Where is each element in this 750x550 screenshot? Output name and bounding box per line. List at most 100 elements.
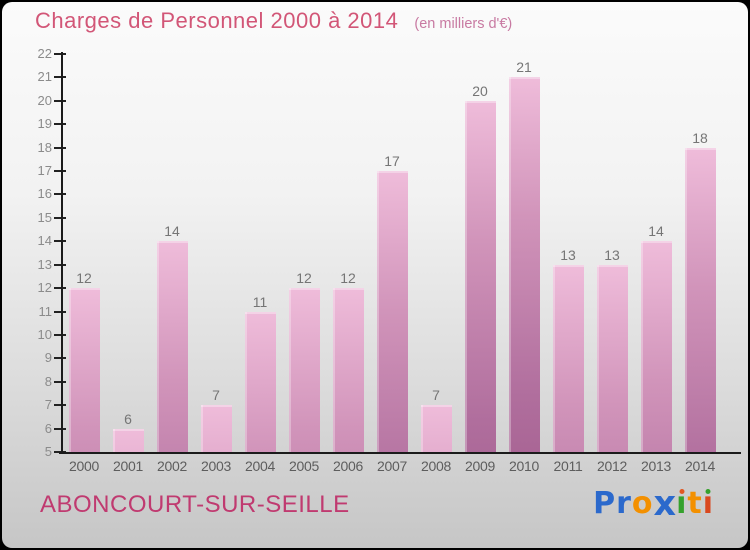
y-tick-mark	[54, 287, 66, 290]
y-tick-mark	[54, 53, 66, 55]
bar-slot: 13	[590, 54, 634, 452]
chart-subtitle: (en milliers d'€)	[414, 16, 513, 32]
x-tick-label: 2007	[377, 458, 407, 474]
bar-slot: 13	[546, 54, 590, 452]
x-tick-label: 2005	[289, 458, 319, 474]
bar-2003	[200, 405, 232, 452]
bar-2011	[552, 264, 584, 452]
y-tick-label: 20	[37, 92, 52, 108]
y-tick-label: 6	[44, 420, 52, 436]
bar-2009	[464, 100, 496, 452]
logo-letter: P	[593, 486, 617, 521]
chart-header: Charges de Personnel 2000 à 2014 (en mil…	[35, 8, 512, 34]
logo-letter: ı	[702, 486, 714, 521]
bar-2005	[288, 288, 320, 452]
y-tick-label: 9	[44, 350, 52, 366]
y-tick-mark	[54, 216, 66, 219]
bar-value-label: 21	[516, 59, 532, 76]
bar-2012	[596, 264, 628, 452]
x-tick-label: 2000	[69, 458, 99, 474]
bar-value-label: 6	[124, 410, 132, 427]
y-tick-label: 5	[44, 444, 52, 459]
y-tick-mark	[54, 240, 66, 243]
bar-2001	[112, 428, 144, 452]
bar-value-label: 18	[692, 129, 708, 146]
bar-slot: 12	[326, 54, 370, 452]
bar-value-label: 17	[384, 153, 400, 170]
bar-slot: 18	[678, 54, 722, 452]
y-tick-mark	[54, 193, 66, 196]
bar-2004	[244, 311, 276, 452]
x-tick-label: 2010	[509, 458, 539, 474]
bar-2006	[332, 288, 364, 452]
y-tick-mark	[54, 99, 66, 102]
bar-value-label: 12	[76, 270, 92, 287]
bar-2002	[156, 241, 188, 452]
y-tick-mark	[54, 170, 66, 173]
location-label: ABONCOURT-SUR-SEILLE	[40, 491, 350, 518]
bar-slot: 14	[150, 54, 194, 452]
y-tick-label: 21	[37, 69, 52, 85]
bar-slot: 14	[634, 54, 678, 452]
x-axis-line	[59, 452, 741, 454]
bar-2007	[376, 171, 408, 452]
bar-slot: 6	[106, 54, 150, 452]
y-tick-label: 8	[44, 373, 52, 389]
x-tick-label: 2014	[685, 458, 715, 474]
x-tick-label: 2011	[553, 458, 583, 474]
y-tick-label: 13	[37, 256, 52, 272]
bar-2008	[420, 405, 452, 452]
bar-value-label: 13	[604, 246, 620, 263]
x-tick-label: 2004	[245, 458, 275, 474]
y-tick-label: 22	[37, 46, 52, 61]
y-tick-mark	[54, 333, 66, 336]
y-tick-mark	[54, 123, 66, 126]
bar-value-label: 14	[164, 223, 180, 240]
y-tick-label: 12	[37, 280, 52, 296]
bar-slot: 11	[238, 54, 282, 452]
y-tick-label: 7	[44, 397, 52, 413]
y-tick-label: 15	[37, 209, 52, 225]
bar-slot: 17	[370, 54, 414, 452]
y-tick-label: 17	[37, 163, 52, 179]
x-tick-label: 2002	[157, 458, 187, 474]
bar-value-label: 12	[296, 270, 312, 287]
proxiti-logo[interactable]: Proxı tı	[593, 485, 714, 523]
logo-i-dot	[705, 489, 711, 494]
logo-letter: x	[653, 484, 677, 524]
bar-value-label: 13	[560, 246, 576, 263]
bar-slot: 12	[282, 54, 326, 452]
y-tick-mark	[54, 310, 66, 313]
x-axis-labels: 2000 2001 2002 2003 2004 2005 2006 2007 2008 2009…	[62, 458, 722, 474]
bar-plot-area: 12 6 14 7 11 12 12 17 7 20 21 13 13 14 18	[62, 54, 722, 452]
chart-title: Charges de Personnel 2000 à 2014	[35, 8, 399, 33]
x-tick-label: 2001	[113, 458, 143, 474]
bar-2014	[684, 147, 716, 452]
logo-letter: r	[616, 486, 632, 521]
bar-slot: 7	[414, 54, 458, 452]
logo-letter: o	[631, 486, 654, 521]
bar-value-label: 11	[252, 293, 268, 310]
x-tick-label: 2006	[333, 458, 363, 474]
bar-slot: 12	[62, 54, 106, 452]
bar-2000	[68, 288, 100, 452]
bar-slot: 21	[502, 54, 546, 452]
bar-value-label: 7	[432, 387, 440, 404]
y-tick-label: 19	[37, 116, 52, 132]
y-tick-label: 11	[38, 303, 53, 319]
y-tick-label: 16	[37, 186, 52, 202]
x-tick-label: 2012	[597, 458, 627, 474]
bar-slot: 7	[194, 54, 238, 452]
y-tick-label: 18	[37, 139, 52, 155]
logo-i-dot	[679, 489, 685, 494]
y-tick-mark	[54, 404, 66, 407]
x-tick-label: 2008	[421, 458, 451, 474]
y-tick-label: 14	[37, 233, 52, 249]
y-axis-line	[61, 52, 63, 454]
y-tick-label: 10	[37, 326, 52, 342]
y-tick-mark	[54, 357, 66, 360]
y-tick-mark	[54, 380, 66, 383]
bar-value-label: 7	[212, 387, 220, 404]
x-tick-label: 2003	[201, 458, 231, 474]
